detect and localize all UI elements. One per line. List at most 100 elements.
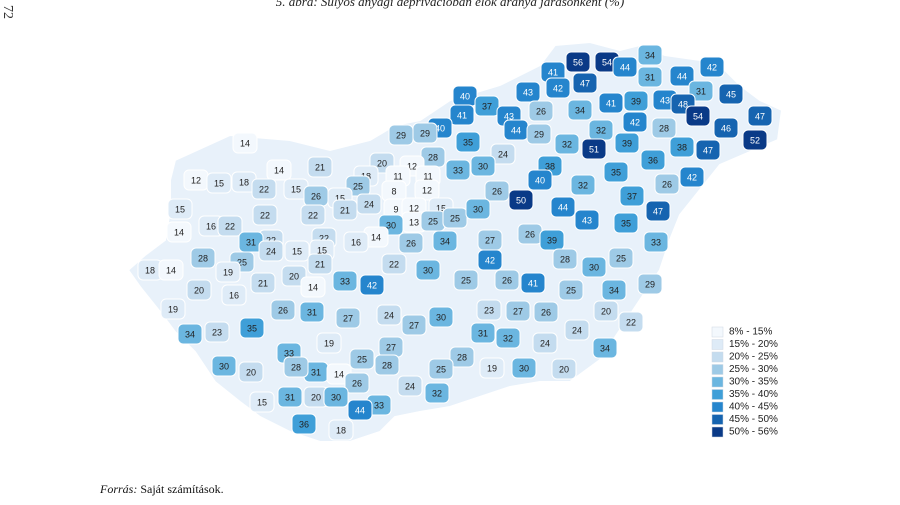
district-value: 33 bbox=[284, 348, 294, 358]
district bbox=[554, 133, 580, 155]
district-value: 20 bbox=[601, 306, 611, 316]
district bbox=[640, 149, 666, 171]
district-value: 22 bbox=[319, 233, 329, 243]
district-value: 31 bbox=[307, 307, 317, 317]
district bbox=[307, 156, 333, 178]
district-value: 14 bbox=[308, 282, 318, 292]
district bbox=[688, 80, 714, 102]
district-value: 22 bbox=[260, 210, 270, 220]
district bbox=[520, 272, 546, 294]
district-value: 47 bbox=[580, 78, 590, 88]
district-value: 24 bbox=[498, 149, 508, 159]
district-value: 31 bbox=[478, 328, 488, 338]
district-value: 14 bbox=[174, 227, 184, 237]
district-value: 25 bbox=[428, 216, 438, 226]
district-value: 43 bbox=[660, 95, 670, 105]
district-value: 34 bbox=[645, 50, 655, 60]
district-value: 24 bbox=[266, 246, 276, 256]
district bbox=[432, 230, 458, 252]
district-value: 37 bbox=[482, 101, 492, 111]
district bbox=[376, 304, 402, 326]
district bbox=[608, 247, 634, 269]
district bbox=[455, 131, 481, 153]
district-value: 42 bbox=[367, 280, 377, 290]
district-value: 36 bbox=[648, 155, 658, 165]
district-value: 56 bbox=[573, 57, 583, 67]
district bbox=[221, 284, 247, 306]
district-value: 30 bbox=[219, 361, 229, 371]
district bbox=[618, 311, 644, 333]
district-value: 11 bbox=[423, 171, 432, 181]
district bbox=[166, 221, 192, 243]
district-value: 33 bbox=[374, 400, 384, 410]
district bbox=[645, 200, 671, 222]
district bbox=[283, 356, 309, 378]
district bbox=[593, 300, 619, 322]
district-value: 26 bbox=[502, 275, 512, 285]
district bbox=[495, 327, 521, 349]
district-value: 33 bbox=[651, 237, 661, 247]
district-value: 14 bbox=[240, 138, 250, 148]
district-value: 19 bbox=[324, 338, 334, 348]
district-value: 13 bbox=[409, 217, 419, 227]
district-value: 44 bbox=[511, 125, 521, 135]
map: 56 54 34 41 44 31 44 42 43 42 47 41 39 43 31 45 40 37 43 44… bbox=[126, 40, 784, 443]
district-value: 15 bbox=[436, 203, 446, 213]
district-value: 12 bbox=[422, 185, 432, 195]
district-value: 34 bbox=[440, 236, 450, 246]
district-value: 20 bbox=[194, 285, 204, 295]
district bbox=[445, 159, 471, 181]
legend-label: 30% - 35% bbox=[729, 377, 778, 388]
district bbox=[567, 99, 593, 121]
district bbox=[167, 198, 193, 220]
district-value: 41 bbox=[548, 67, 558, 77]
district bbox=[695, 139, 721, 161]
district-value: 16 bbox=[206, 221, 216, 231]
district bbox=[614, 132, 640, 154]
district bbox=[637, 273, 663, 295]
district-value: 34 bbox=[609, 285, 619, 295]
district bbox=[479, 357, 505, 379]
district bbox=[470, 322, 496, 344]
district bbox=[232, 132, 258, 154]
legend-swatch bbox=[711, 376, 724, 388]
district-value: 14 bbox=[274, 165, 284, 175]
district bbox=[669, 65, 695, 87]
district-value: 54 bbox=[602, 57, 612, 67]
district bbox=[539, 229, 565, 251]
district-value: 18 bbox=[145, 265, 155, 275]
source-note: Forrás: Saját számítások. bbox=[100, 482, 224, 497]
district-value: 22 bbox=[626, 317, 636, 327]
district-value: 54 bbox=[693, 111, 703, 121]
district-value: 21 bbox=[315, 162, 325, 172]
district bbox=[453, 269, 479, 291]
district-value: 26 bbox=[541, 307, 551, 317]
legend-swatch bbox=[711, 389, 724, 400]
district bbox=[381, 253, 407, 275]
district-value: 24 bbox=[540, 338, 550, 348]
legend-label: 20% - 25% bbox=[729, 352, 778, 363]
district-value: 24 bbox=[364, 199, 374, 209]
district-value: 28 bbox=[560, 254, 570, 264]
district bbox=[397, 375, 423, 397]
district-value: 21 bbox=[258, 278, 268, 288]
district-value: 34 bbox=[575, 105, 585, 115]
district bbox=[511, 357, 537, 379]
district bbox=[238, 361, 264, 383]
district bbox=[713, 117, 739, 139]
district-value: 30 bbox=[473, 204, 483, 214]
district bbox=[581, 256, 607, 278]
district bbox=[685, 105, 711, 127]
district-value: 28 bbox=[382, 360, 392, 370]
district-value: 43 bbox=[582, 215, 592, 225]
district bbox=[465, 198, 491, 220]
legend-label: 40% - 45% bbox=[729, 402, 778, 413]
district bbox=[528, 100, 554, 122]
district-value: 30 bbox=[436, 312, 446, 322]
district-value: 46 bbox=[721, 123, 731, 133]
legend-swatch bbox=[711, 351, 724, 363]
legend-label: 45% - 50% bbox=[729, 414, 778, 425]
legend-swatch bbox=[711, 401, 724, 413]
district-value: 31 bbox=[285, 392, 295, 402]
district bbox=[215, 261, 241, 283]
